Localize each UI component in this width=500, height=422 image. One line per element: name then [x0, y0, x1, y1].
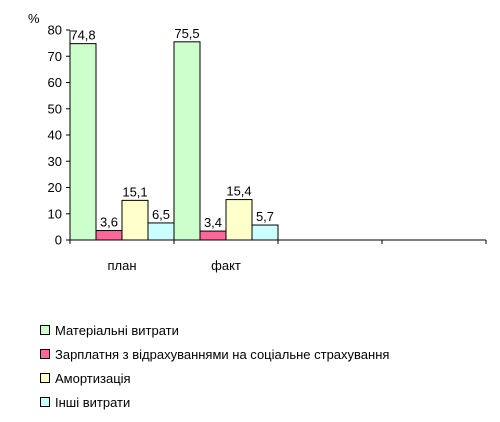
- legend-label: Матеріальні витрати: [55, 322, 179, 338]
- data-label: 3,4: [204, 215, 222, 230]
- data-label: 15,1: [122, 184, 147, 199]
- y-tick-label: 30: [48, 154, 62, 169]
- bar: [173, 41, 201, 241]
- legend-item: Амортизація: [40, 366, 389, 390]
- x-axis: план факт: [69, 239, 487, 273]
- y-tick-label: 0: [55, 233, 62, 248]
- legend-item: Матеріальні витрати: [40, 318, 389, 342]
- legend-item: Інші витрати: [40, 390, 389, 414]
- x-tick-label: план: [107, 258, 136, 273]
- data-labels: 74,8 75,5 3,6 3,4 15,1 15,4 6,5 5,7: [70, 26, 274, 230]
- legend-label: Інші витрати: [55, 394, 131, 410]
- data-label: 3,6: [100, 215, 118, 230]
- y-tick-label: 40: [48, 128, 62, 143]
- legend-label: Зарплатня з відрахуваннями на соціальне …: [55, 346, 390, 362]
- legend: Матеріальні витрати Зарплатня з відрахува…: [40, 318, 389, 414]
- y-tick-label: 20: [48, 180, 62, 195]
- y-tick-label: 10: [48, 206, 62, 221]
- y-tick-label: 50: [48, 101, 62, 116]
- legend-item: Зарплатня з відрахуваннями на соціальне …: [40, 342, 389, 366]
- legend-label: Амортизація: [55, 370, 131, 386]
- data-label: 74,8: [70, 28, 95, 43]
- data-label: 75,5: [174, 26, 199, 41]
- y-axis: 0 10 20 30 40 50 60 70 80: [48, 23, 71, 248]
- bar: [69, 43, 97, 241]
- legend-swatch: [40, 373, 50, 383]
- legend-swatch: [40, 349, 50, 359]
- y-tick-label: 60: [48, 75, 62, 90]
- y-tick-label: 70: [48, 49, 62, 64]
- data-label: 6,5: [152, 207, 170, 222]
- legend-swatch: [40, 397, 50, 407]
- bar: [95, 230, 123, 241]
- y-tick-label: 80: [48, 23, 62, 38]
- bar: [121, 199, 149, 241]
- bars: [69, 41, 279, 241]
- bar: [147, 222, 175, 241]
- legend-swatch: [40, 325, 50, 335]
- x-tick-label: факт: [211, 258, 241, 273]
- bar: [251, 224, 279, 241]
- y-unit-label: %: [28, 11, 40, 26]
- bar: [225, 199, 253, 241]
- data-label: 5,7: [256, 209, 274, 224]
- bar: [199, 230, 227, 241]
- data-label: 15,4: [226, 184, 251, 199]
